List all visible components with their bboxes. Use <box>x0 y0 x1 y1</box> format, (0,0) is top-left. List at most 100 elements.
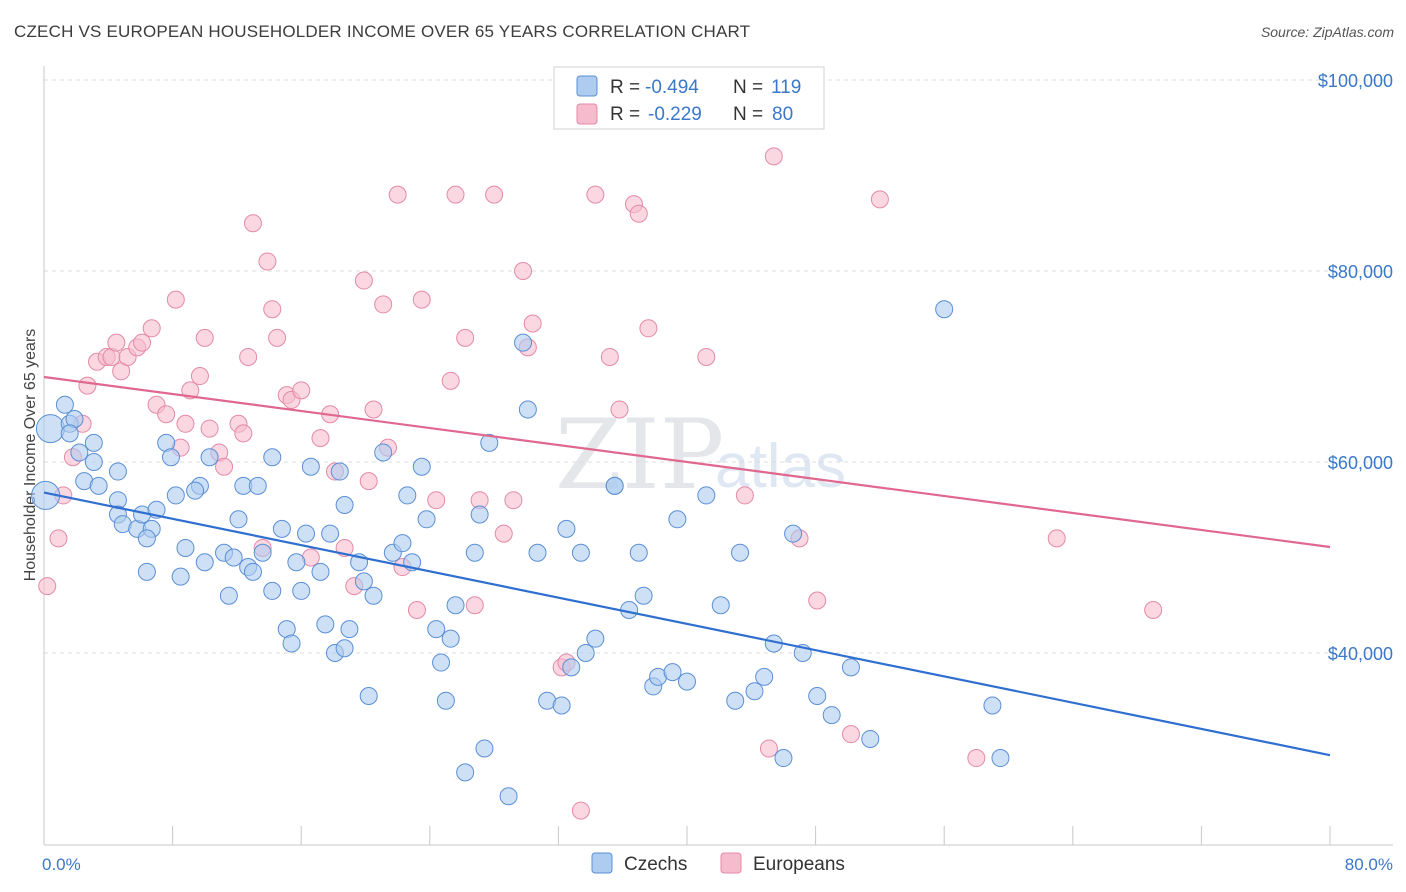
czechs-point-82 <box>552 696 571 715</box>
europeans-point-50 <box>407 601 426 620</box>
legend-r-label-europeans: R = <box>610 104 640 125</box>
y-tick-labels: $40,000 $60,000 $80,000 $100,000 <box>1318 71 1393 664</box>
czechs-point-1 <box>35 414 65 444</box>
y-tick-label-1: $60,000 <box>1328 453 1393 473</box>
czechs-point-111 <box>861 729 880 748</box>
czechs-point-39 <box>263 581 282 600</box>
legend-r-label-czechs: R = <box>610 77 640 98</box>
y-tick-label-2: $80,000 <box>1328 262 1393 282</box>
europeans-point-48 <box>388 185 407 204</box>
europeans-point-79 <box>841 725 860 744</box>
trend-lines <box>43 375 1331 757</box>
europeans-point-1 <box>49 529 68 548</box>
czechs-point-49 <box>316 615 335 634</box>
czechs-trend-line <box>43 491 1331 757</box>
bottom-legend-swatch-europeans <box>720 852 742 874</box>
europeans-point-76 <box>764 147 783 166</box>
czechs-point-6 <box>70 443 89 462</box>
europeans-point-69 <box>610 400 629 419</box>
czechs-point-33 <box>229 510 248 529</box>
europeans-point-80 <box>870 190 889 209</box>
bottom-legend-label-europeans: Europeans <box>753 854 845 875</box>
czechs-point-110 <box>841 658 860 677</box>
europeans-point-54 <box>446 185 465 204</box>
legend-n-value-czechs: 119 <box>771 77 801 98</box>
legend-swatch-czechs <box>576 75 598 97</box>
czechs-point-19 <box>137 529 156 548</box>
czechs-point-47 <box>301 457 320 476</box>
czechs-point-69 <box>436 691 455 710</box>
europeans-point-61 <box>514 262 533 280</box>
czechs-point-68 <box>432 653 451 672</box>
czechs-point-46 <box>297 524 316 543</box>
czechs-point-52 <box>335 639 354 658</box>
y-tick-label-0: $40,000 <box>1328 644 1393 664</box>
czechs-point-98 <box>697 486 716 505</box>
x-axis-ticks <box>43 826 1331 845</box>
europeans-point-78 <box>808 591 827 610</box>
czechs-point-62 <box>393 534 412 553</box>
czechs-point-32 <box>224 548 243 567</box>
czechs-point-8 <box>84 453 103 471</box>
europeans-point-33 <box>268 328 287 347</box>
europeans-point-5 <box>78 376 97 395</box>
czechs-point-45 <box>292 581 311 600</box>
europeans-point-59 <box>494 524 513 543</box>
legend-r-value-czechs: -0.494 <box>645 77 699 98</box>
czechs-point-54 <box>335 495 354 514</box>
czechs-point-60 <box>374 443 393 462</box>
czechs-point-92 <box>634 586 653 605</box>
europeans-point-23 <box>200 419 219 438</box>
czechs-point-84 <box>562 658 581 677</box>
czechs-point-80 <box>528 543 547 562</box>
europeans-point-60 <box>504 491 523 510</box>
axes <box>43 66 1393 846</box>
czechs-point-66 <box>417 510 436 529</box>
czechs-point-23 <box>166 486 185 505</box>
czechs-point-77 <box>499 787 518 806</box>
europeans-point-16 <box>157 405 176 424</box>
czechs-point-109 <box>822 706 841 725</box>
czechs-point-97 <box>668 510 687 529</box>
europeans-point-28 <box>239 347 258 366</box>
europeans-point-14 <box>142 319 161 338</box>
czechs-point-36 <box>243 562 262 581</box>
europeans-point-21 <box>190 367 209 386</box>
czechs-point-78 <box>514 333 533 352</box>
czechs-point-38 <box>253 543 272 562</box>
europeans-point-55 <box>456 328 475 347</box>
czechs-points <box>31 300 1010 806</box>
czechs-point-25 <box>176 538 195 557</box>
europeans-point-56 <box>465 596 484 615</box>
czechs-point-105 <box>774 749 793 768</box>
czechs-point-89 <box>605 476 624 495</box>
europeans-point-45 <box>364 400 383 419</box>
europeans-point-83 <box>1144 601 1163 620</box>
czechs-point-41 <box>272 519 291 538</box>
czechs-point-95 <box>663 663 682 682</box>
czechs-point-71 <box>446 596 465 615</box>
czechs-point-27 <box>186 481 205 500</box>
bottom-legend-swatch-czechs <box>591 852 613 874</box>
czechs-point-31 <box>219 586 238 605</box>
europeans-point-75 <box>759 739 778 758</box>
europeans-point-58 <box>485 185 504 204</box>
europeans-point-13 <box>133 333 152 352</box>
europeans-point-36 <box>292 381 311 400</box>
europeans-point-31 <box>258 252 277 271</box>
europeans-point-9 <box>107 333 126 352</box>
czechs-point-74 <box>470 505 489 524</box>
europeans-point-71 <box>629 204 648 223</box>
czechs-point-5 <box>60 424 79 443</box>
europeans-point-20 <box>181 381 200 400</box>
czechs-point-108 <box>808 686 827 705</box>
bottom-legend-label-czechs: Czechs <box>624 854 687 875</box>
legend-n-value-europeans: 80 <box>772 104 793 125</box>
czechs-point-101 <box>731 543 750 562</box>
europeans-point-46 <box>374 295 393 314</box>
czechs-point-85 <box>571 543 590 562</box>
czechs-point-10 <box>89 476 108 495</box>
czechs-point-70 <box>441 629 460 648</box>
czechs-point-83 <box>557 519 576 538</box>
